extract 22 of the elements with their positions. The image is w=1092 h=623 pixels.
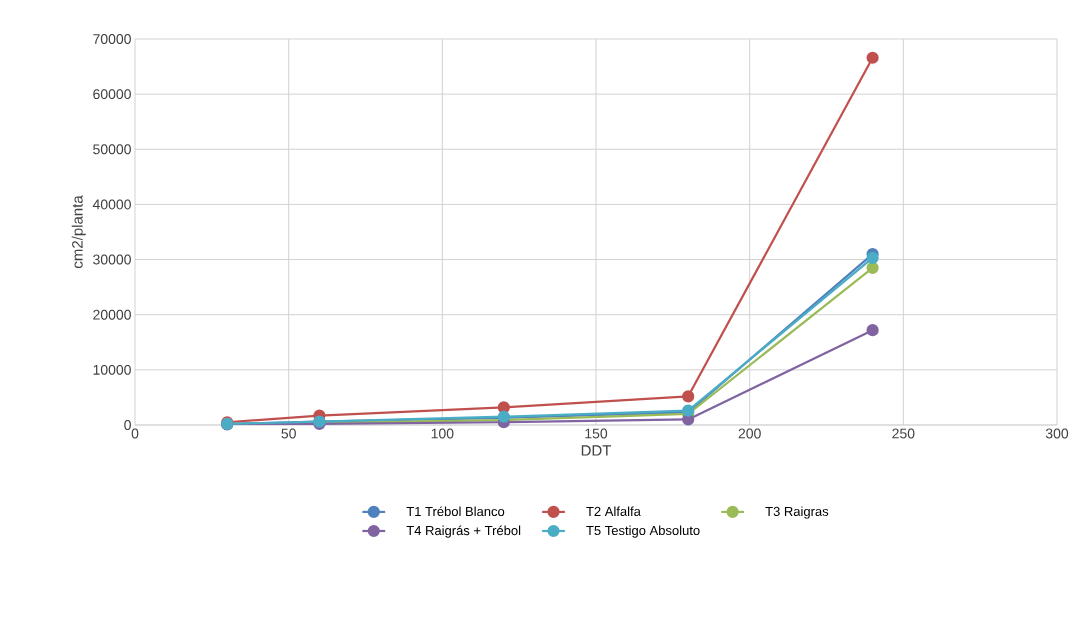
y-tick-label: 60000 bbox=[93, 89, 131, 100]
y-tick-label: 20000 bbox=[93, 309, 131, 320]
legend-label: T3 Raigras bbox=[765, 506, 829, 519]
x-tick-label: 300 bbox=[1045, 428, 1069, 439]
y-tick-label: 70000 bbox=[93, 34, 131, 44]
y-tick-label: 10000 bbox=[93, 364, 131, 375]
legend-label: T5 Testigo Absoluto bbox=[586, 525, 700, 538]
y-tick-label: 30000 bbox=[93, 254, 131, 265]
legend-label: T1 Trébol Blanco bbox=[406, 506, 505, 517]
legend-label: T4 Raigrás + Trébol bbox=[406, 525, 521, 538]
x-tick-label: 50 bbox=[281, 428, 296, 439]
x-tick-label: 150 bbox=[585, 428, 608, 439]
y-tick-label: 0 bbox=[124, 420, 131, 430]
x-axis-title: DDT bbox=[581, 445, 612, 456]
y-tick-label: 50000 bbox=[93, 144, 131, 155]
x-tick-label: 200 bbox=[738, 428, 761, 439]
x-tick-label: 250 bbox=[892, 428, 915, 439]
legend-label: T2 Alfalfa bbox=[586, 506, 641, 517]
y-axis-title: cm2/planta bbox=[71, 195, 86, 269]
x-tick-label: 100 bbox=[431, 428, 454, 439]
x-tick-label: 0 bbox=[131, 428, 139, 439]
y-tick-label: 40000 bbox=[92, 199, 131, 210]
